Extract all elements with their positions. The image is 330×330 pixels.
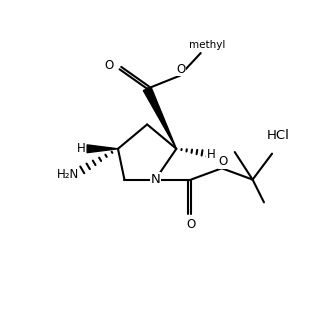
Text: H: H [207,148,215,161]
Polygon shape [143,87,176,149]
Text: methyl: methyl [189,40,225,50]
Text: H₂N: H₂N [56,168,79,181]
Text: O: O [177,63,186,76]
Text: O: O [105,58,114,72]
Text: O: O [186,217,196,231]
Text: N: N [150,173,160,186]
Text: HCl: HCl [267,129,290,142]
Text: O: O [219,155,228,168]
Polygon shape [87,145,118,153]
Text: H: H [77,142,86,155]
